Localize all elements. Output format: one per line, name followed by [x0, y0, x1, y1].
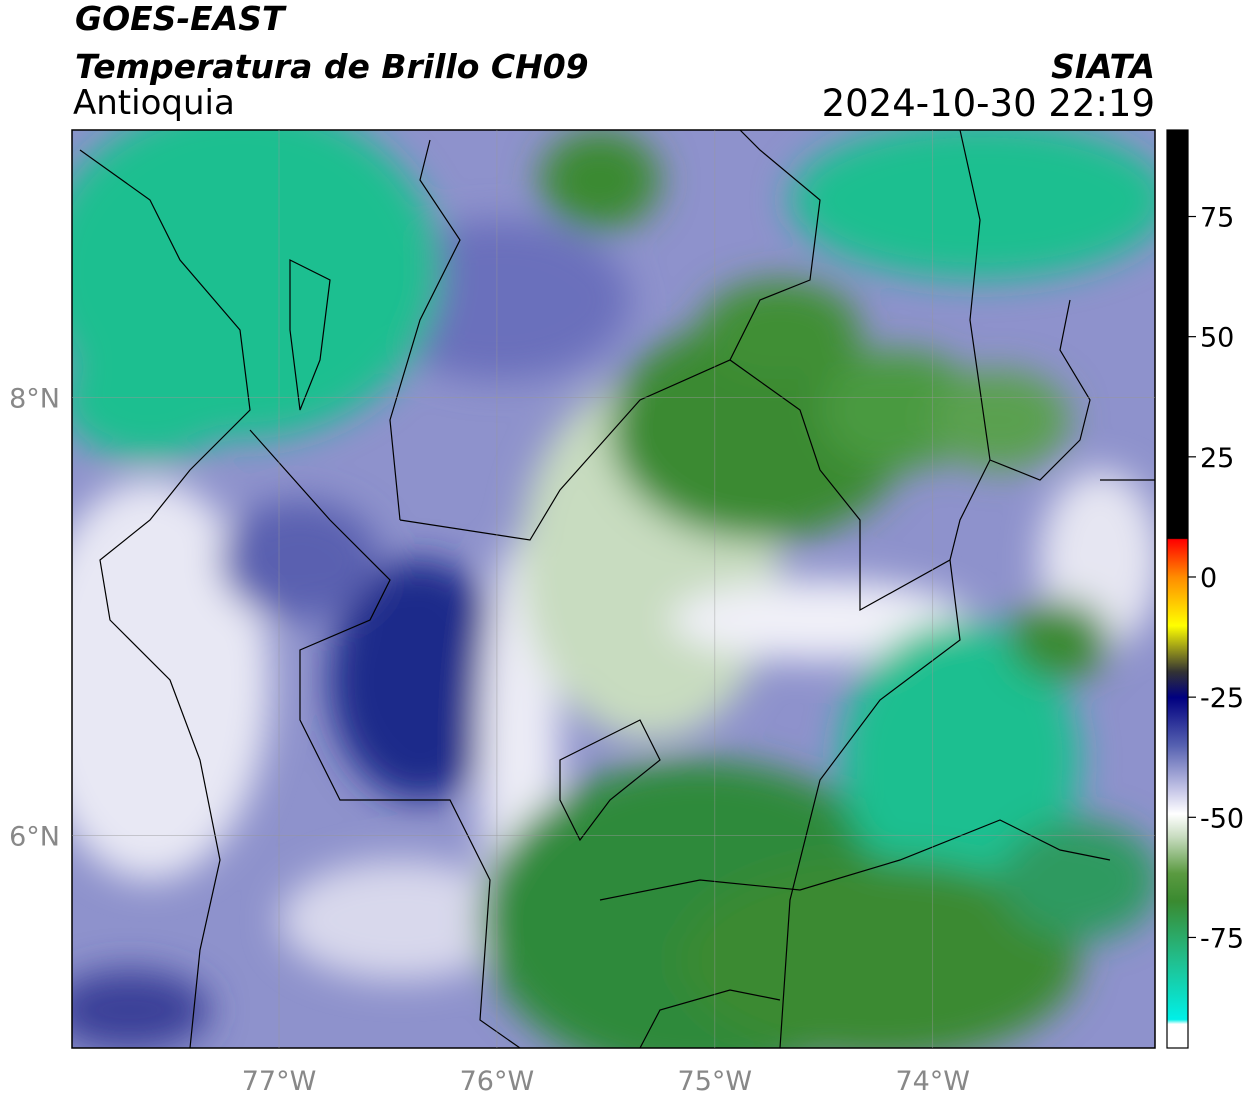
colorbar-tick-label: -25 — [1200, 683, 1244, 714]
x-tick-label: 74°W — [895, 1066, 970, 1097]
map-frame — [71, 129, 1156, 1049]
title: GOES-EAST — [75, 0, 287, 38]
colorbar — [1166, 129, 1189, 1049]
source: SIATA — [1051, 47, 1155, 86]
colorbar-tick-label: -50 — [1200, 803, 1244, 834]
region: Antioquia — [73, 83, 235, 123]
colorbar-tick-label: -75 — [1200, 923, 1244, 954]
subtitle: Temperatura de Brillo CH09 — [75, 47, 589, 86]
colorbar-tick-label: 50 — [1200, 323, 1234, 354]
x-tick-label: 77°W — [242, 1066, 317, 1097]
colorbar-tick-label: 75 — [1200, 203, 1234, 234]
x-tick-label: 76°W — [460, 1066, 535, 1097]
y-tick-label: 6°N — [9, 821, 60, 852]
colorbar-tick-label: 0 — [1200, 563, 1217, 594]
datetime: 2024-10-30 22:19 — [822, 82, 1155, 125]
y-tick-label: 8°N — [9, 383, 60, 414]
colorbar-tick-label: 25 — [1200, 443, 1234, 474]
x-tick-label: 75°W — [678, 1066, 753, 1097]
satellite-image — [72, 130, 1155, 1048]
